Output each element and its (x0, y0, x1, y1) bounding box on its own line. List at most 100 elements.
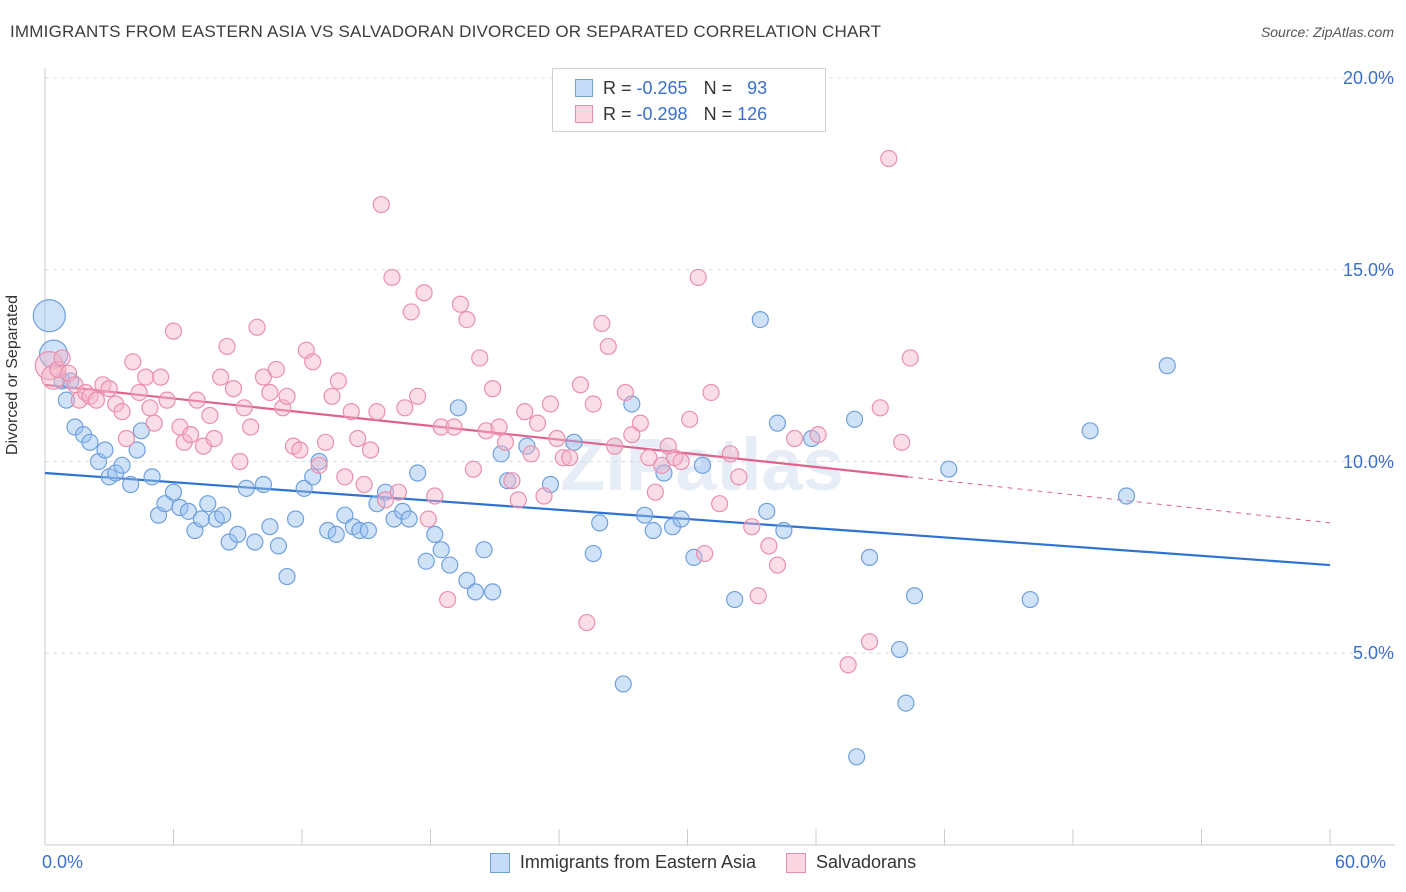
salvadoran-point (242, 418, 260, 436)
eastern-asia-point (636, 506, 654, 524)
salvadoran-point (623, 426, 641, 444)
salvadoran-point (376, 491, 395, 509)
eastern-asia-point (1117, 487, 1136, 505)
salvadoran-point (548, 429, 566, 448)
eastern-asia-point (775, 521, 793, 540)
eastern-asia-point (484, 583, 502, 601)
eastern-asia-point (192, 510, 210, 528)
salvadoran-point (218, 337, 236, 356)
eastern-asia-point (143, 468, 161, 486)
eastern-asia-point (359, 521, 377, 540)
eastern-asia-point (132, 422, 150, 440)
legend-row-eastern-asia: R = -0.265 N = 93 (575, 77, 767, 99)
salvadoran-point (329, 372, 348, 390)
salvadoran-point (522, 445, 540, 463)
eastern-asia-point (400, 510, 418, 528)
salvadoran-point (535, 487, 553, 505)
salvadoran-point (730, 468, 748, 486)
grid-lines (45, 77, 1395, 654)
salvadoran-point (439, 590, 457, 609)
eastern-asia-point (644, 521, 662, 540)
eastern-asia-point (499, 472, 517, 490)
y-tick-label: 15.0% (1342, 259, 1394, 280)
eastern-asia-point (768, 414, 787, 432)
y-axis-label: Divorced or Separated (4, 294, 21, 455)
salvadoran-point (383, 268, 401, 287)
salvadoran-point (432, 418, 450, 436)
n-value: 126 (737, 103, 768, 124)
salvadoran-point (254, 368, 273, 386)
legend-item-salvadorans[interactable]: Salvadorans (786, 852, 916, 873)
eastern-asia-point (368, 495, 386, 513)
axes (44, 68, 1395, 846)
salvadoran-point (541, 395, 560, 413)
eastern-asia-point (591, 514, 609, 532)
salvadoran-point (484, 380, 502, 398)
eastern-asia-point (1158, 357, 1176, 375)
salvadoran-point (152, 368, 170, 386)
salvadoran-point (389, 483, 407, 501)
salvadoran-point (516, 403, 534, 421)
salvadoran-point (496, 433, 515, 451)
eastern-asia-point (693, 456, 712, 474)
eastern-asia-point (179, 502, 198, 520)
eastern-asia-point (113, 456, 131, 474)
eastern-asia-point (449, 399, 467, 417)
salvadoran-point (785, 429, 804, 448)
salvadoran-point (860, 633, 879, 651)
eastern-asia-point (38, 339, 69, 369)
chart-title: IMMIGRANTS FROM EASTERN ASIA VS SALVADOR… (10, 22, 882, 41)
eastern-asia-point (229, 525, 247, 543)
salvadoran-point (40, 364, 67, 390)
salvadoran-point (593, 314, 611, 333)
salvadoran-point (606, 437, 624, 455)
salvadoran-point (696, 544, 714, 563)
salvadoran-point (711, 495, 729, 513)
salvadoran-point (342, 403, 360, 421)
salvadoran-point (689, 268, 707, 287)
salvadoran-point (599, 337, 617, 356)
salvadoran-point (631, 414, 649, 432)
salvadoran-point (349, 429, 367, 448)
n-label: N = (703, 103, 733, 124)
salvadoran-point (451, 295, 470, 313)
eastern-asia-point (81, 433, 99, 451)
salvadoran-point (368, 403, 386, 421)
salvadoran-point (880, 149, 898, 168)
eastern-asia-point (584, 544, 602, 563)
salvadoran-point (235, 399, 253, 417)
eastern-asia-point (32, 299, 66, 333)
salvadoran-point (901, 349, 919, 367)
legend-label: Immigrants from Eastern Asia (519, 852, 756, 872)
source-label: Source: ZipAtlas.com (1260, 24, 1394, 40)
eastern-asia-trend-line (44, 471, 1331, 567)
eastern-asia-point (905, 587, 924, 605)
salvadoran-point (212, 368, 230, 386)
salvadoran-point (681, 410, 699, 428)
salvadoran-point (509, 491, 527, 509)
eastern-asia-point (261, 518, 279, 536)
eastern-asia-point (685, 548, 703, 566)
correlation-legend: R = -0.265 N = 93 R = -0.298 N = 126 (552, 68, 826, 132)
series-legend: Immigrants from Eastern Asia Salvadorans (0, 852, 1406, 873)
salvadoran-point (224, 380, 243, 398)
salvadoran-point (721, 445, 739, 463)
r-value: -0.265 (636, 77, 688, 98)
legend-item-eastern-asia[interactable]: Immigrants from Eastern Asia (489, 852, 756, 873)
salvadoran-point (809, 426, 827, 444)
salvadoran-point (355, 475, 373, 494)
eastern-asia-point (171, 498, 189, 517)
salvadoran-point (100, 380, 118, 398)
eastern-asia-point (327, 525, 345, 543)
eastern-asia-point (295, 479, 313, 497)
eastern-asia-point (319, 521, 337, 540)
salvadoran-point (653, 456, 671, 474)
salvadoran-point (130, 383, 148, 402)
eastern-asia-point (672, 510, 690, 528)
eastern-asia-point (848, 748, 866, 766)
salvadoran-point (361, 441, 380, 459)
eastern-asia-point (758, 502, 776, 520)
eastern-asia-point (336, 506, 354, 524)
salvadoran-point (768, 556, 787, 574)
salvadoran-point (471, 349, 489, 367)
